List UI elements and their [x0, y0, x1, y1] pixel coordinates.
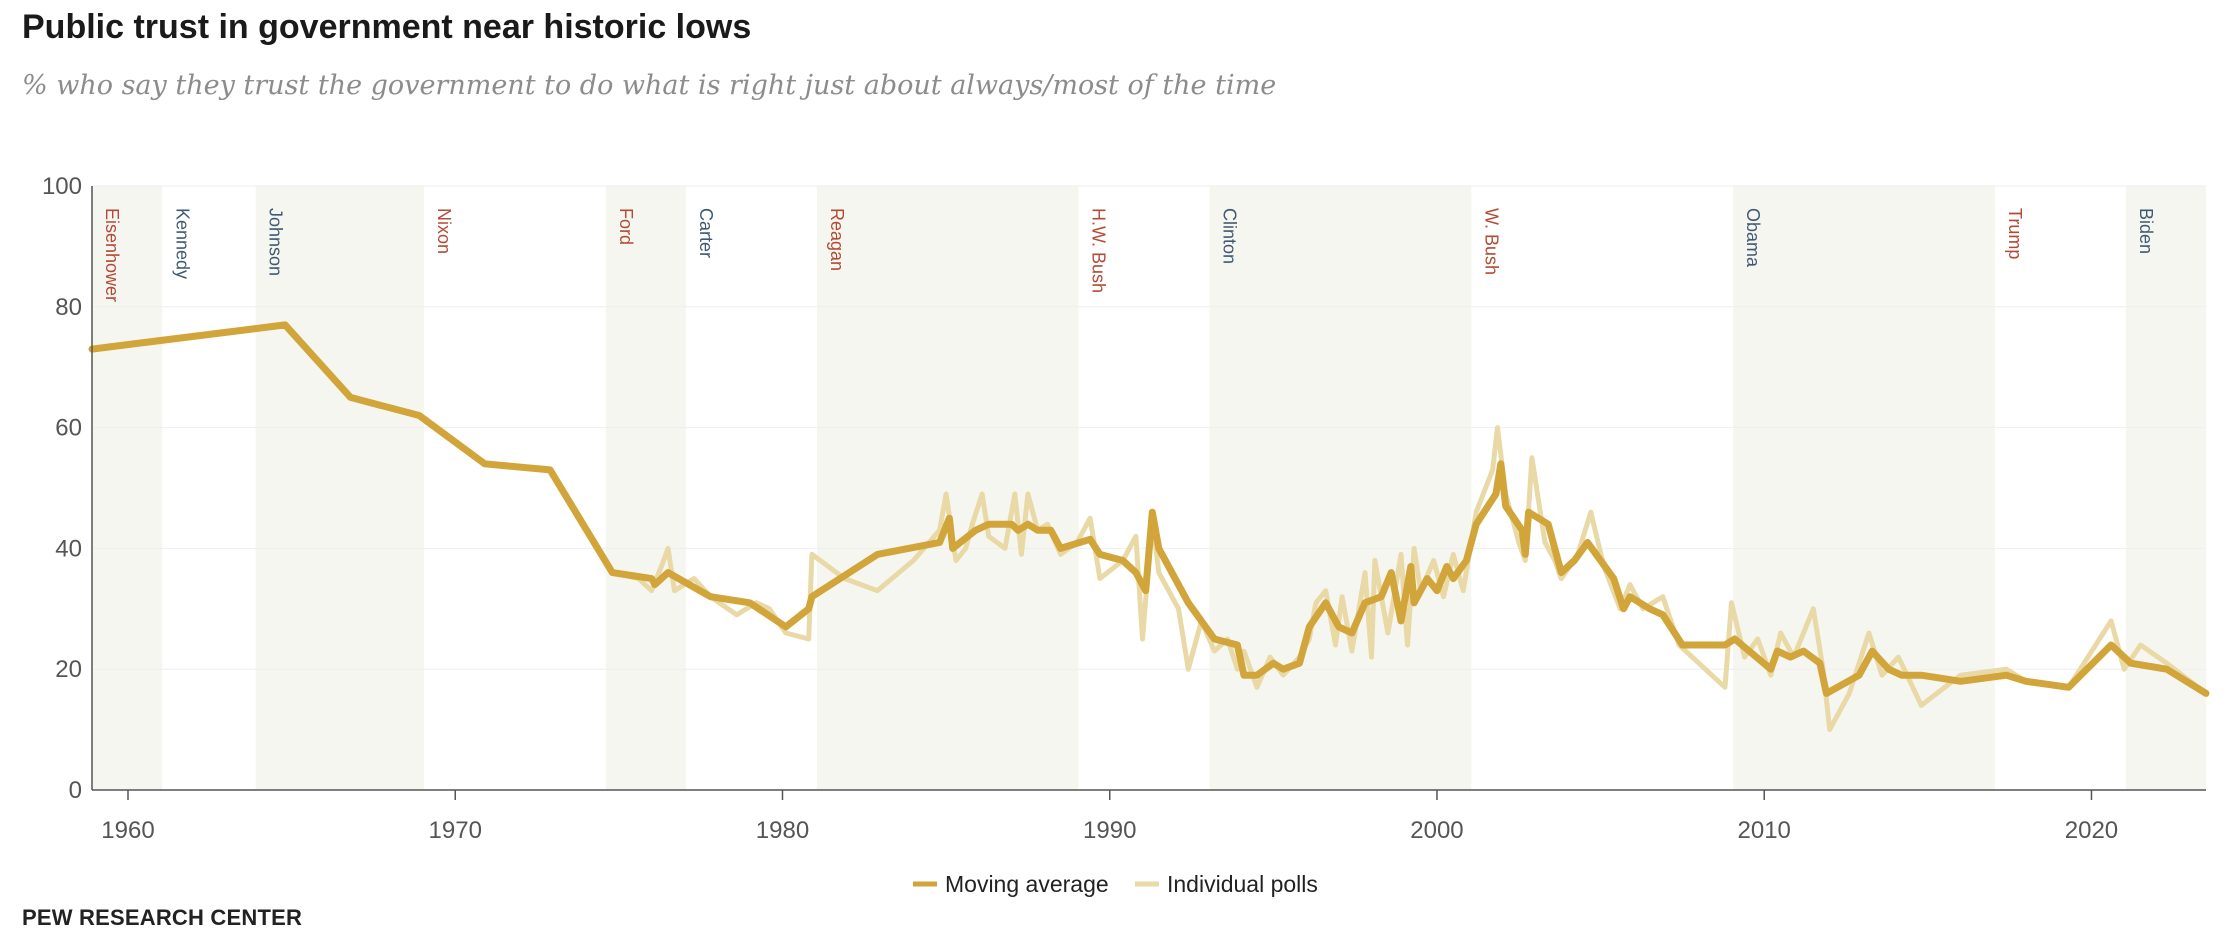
president-label: Reagan — [827, 208, 847, 271]
x-tick-label: 1970 — [429, 817, 482, 844]
president-label: Carter — [696, 208, 716, 258]
president-band — [1733, 186, 1995, 790]
data-lines — [88, 321, 2210, 733]
president-band — [255, 186, 425, 790]
y-tick-label: 80 — [55, 294, 82, 321]
y-tick-label: 60 — [55, 415, 82, 442]
president-label: Nixon — [434, 208, 454, 254]
legend: Moving average Individual polls — [913, 871, 1318, 897]
president-shading — [92, 186, 2206, 790]
chart-title: Public trust in government near historic… — [22, 8, 752, 46]
president-label: Obama — [1743, 208, 1763, 268]
gridlines — [92, 185, 2206, 670]
president-label: W. Bush — [1481, 208, 1501, 275]
president-label: Clinton — [1220, 208, 1240, 264]
president-band — [816, 186, 1079, 790]
president-label: Kennedy — [172, 208, 192, 279]
president-band — [2125, 186, 2206, 790]
president-band — [605, 186, 686, 790]
legend-moving-average-label: Moving average — [945, 871, 1109, 897]
president-label: Ford — [616, 208, 636, 245]
y-tick-label: 20 — [55, 656, 82, 683]
axes: 0 20 40 60 80 100 1960 1970 1980 1990 2000 2010 2020 — [42, 173, 2206, 844]
president-label: Johnson — [266, 208, 286, 276]
president-label: Eisenhower — [102, 208, 122, 302]
president-band — [1209, 186, 1472, 790]
moving-average-line — [88, 321, 2210, 697]
chart-subtitle: % who say they trust the government to d… — [22, 70, 1277, 101]
president-label: Trump — [2005, 208, 2025, 259]
y-tick-label: 100 — [42, 173, 82, 200]
x-tick-label: 2020 — [2065, 817, 2118, 844]
legend-individual-polls-label: Individual polls — [1167, 871, 1318, 897]
source-label: PEW RESEARCH CENTER — [22, 905, 303, 930]
president-label: H.W. Bush — [1089, 208, 1109, 293]
x-tick-label: 1960 — [101, 817, 154, 844]
president-labels: Eisenhower Kennedy Johnson Nixon Ford Carter R… — [102, 208, 2156, 302]
president-band — [92, 186, 163, 790]
x-tick-label: 1980 — [756, 817, 809, 844]
x-tick-label: 2010 — [1738, 817, 1791, 844]
x-tick-label: 1990 — [1083, 817, 1136, 844]
x-tick-label: 2000 — [1410, 817, 1463, 844]
y-tick-label: 40 — [55, 535, 82, 562]
president-label: Biden — [2136, 208, 2156, 254]
y-tick-label: 0 — [69, 777, 82, 804]
